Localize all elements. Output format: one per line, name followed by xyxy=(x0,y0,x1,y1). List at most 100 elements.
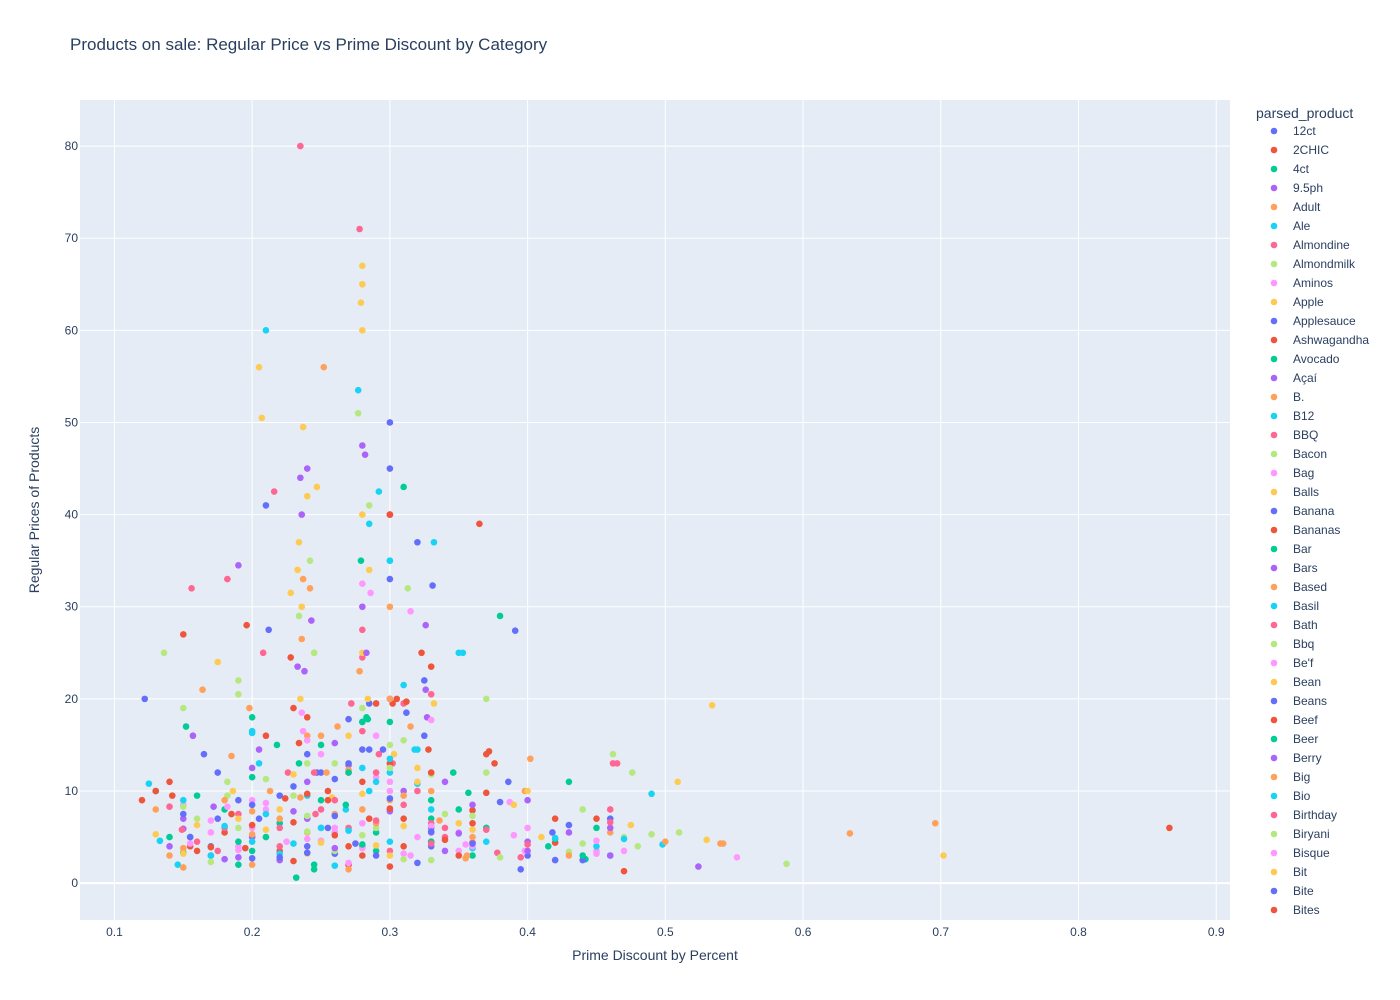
data-point xyxy=(579,806,586,813)
legend-item-label: Bath xyxy=(1293,618,1318,632)
data-point xyxy=(359,327,366,334)
data-point xyxy=(462,854,469,862)
plot-area xyxy=(80,100,1230,920)
data-point xyxy=(418,649,425,657)
data-point xyxy=(281,795,289,802)
data-point xyxy=(593,850,600,857)
data-point xyxy=(551,834,559,842)
legend-marker xyxy=(1270,165,1278,173)
legend-marker xyxy=(1270,849,1278,857)
data-point xyxy=(359,442,366,449)
data-point xyxy=(372,773,380,781)
legend-marker xyxy=(1270,222,1278,230)
data-point xyxy=(496,798,504,806)
data-point xyxy=(356,667,363,675)
data-point xyxy=(295,760,303,767)
data-point xyxy=(372,842,380,849)
data-point xyxy=(455,852,463,859)
data-point xyxy=(364,695,372,703)
legend-item-label: Bar xyxy=(1293,542,1312,556)
legend-item-label: Based xyxy=(1293,580,1327,594)
data-point xyxy=(295,739,303,747)
data-point xyxy=(386,863,394,870)
data-point xyxy=(386,805,394,812)
legend-marker xyxy=(1270,526,1278,534)
data-point xyxy=(179,631,187,638)
data-point xyxy=(221,855,228,863)
data-point xyxy=(359,819,366,827)
data-point xyxy=(427,840,435,847)
data-point xyxy=(354,409,362,417)
data-point xyxy=(262,833,270,841)
data-point xyxy=(386,741,394,749)
data-point xyxy=(186,840,194,847)
data-point xyxy=(345,827,352,834)
legend-marker xyxy=(1270,906,1278,914)
legend-item-label: Birthday xyxy=(1293,808,1337,822)
data-point xyxy=(593,837,600,845)
data-point xyxy=(414,538,421,546)
legend-title: parsed_product xyxy=(1256,105,1353,121)
data-point xyxy=(544,842,552,850)
data-point xyxy=(297,794,304,801)
data-point xyxy=(265,626,272,634)
legend-item-label: Banana xyxy=(1293,504,1335,518)
legend-item-label: Berry xyxy=(1293,751,1322,765)
data-point xyxy=(359,764,366,772)
data-point xyxy=(627,821,635,829)
legend-item-label: Big xyxy=(1293,770,1310,784)
data-point xyxy=(565,852,573,859)
data-point xyxy=(276,819,284,827)
data-point xyxy=(441,836,449,844)
data-point xyxy=(606,852,614,859)
data-point xyxy=(400,801,407,809)
y-tick-label: 80 xyxy=(65,139,79,153)
data-point xyxy=(441,778,449,786)
data-point xyxy=(189,732,197,740)
data-point xyxy=(400,850,407,857)
data-point xyxy=(166,803,173,810)
data-point xyxy=(425,746,432,753)
data-point xyxy=(345,866,352,873)
data-point xyxy=(235,561,242,569)
data-point xyxy=(290,819,297,826)
data-point xyxy=(365,566,373,574)
data-point xyxy=(455,649,463,657)
data-point xyxy=(331,796,339,804)
data-point xyxy=(298,511,306,518)
data-point xyxy=(400,855,407,863)
data-point xyxy=(430,538,438,546)
data-point xyxy=(294,663,301,670)
data-point xyxy=(365,520,373,528)
legend-item-label: Avocado xyxy=(1293,352,1340,366)
data-point xyxy=(427,796,435,804)
data-point xyxy=(235,815,242,822)
data-point xyxy=(193,821,201,829)
data-point xyxy=(345,842,352,850)
legend-marker xyxy=(1270,127,1278,135)
data-point xyxy=(414,859,421,867)
data-point xyxy=(449,769,457,776)
data-point xyxy=(324,796,332,804)
data-point xyxy=(708,702,716,709)
data-point xyxy=(310,769,318,776)
data-point xyxy=(317,796,325,804)
data-point xyxy=(287,654,295,661)
data-point xyxy=(235,824,242,832)
data-point xyxy=(352,840,359,847)
data-point xyxy=(359,626,366,634)
data-point xyxy=(166,778,173,786)
data-point xyxy=(179,864,187,871)
legend-marker xyxy=(1270,887,1278,895)
data-point xyxy=(303,812,311,820)
data-point xyxy=(620,847,628,855)
data-point xyxy=(386,419,394,426)
data-point xyxy=(469,852,476,859)
data-point xyxy=(675,829,683,836)
data-point xyxy=(303,778,311,786)
data-point xyxy=(317,769,325,776)
data-point xyxy=(276,842,284,850)
data-point xyxy=(331,824,339,832)
legend-item-label: 9.5ph xyxy=(1293,181,1323,195)
data-point xyxy=(214,815,222,822)
